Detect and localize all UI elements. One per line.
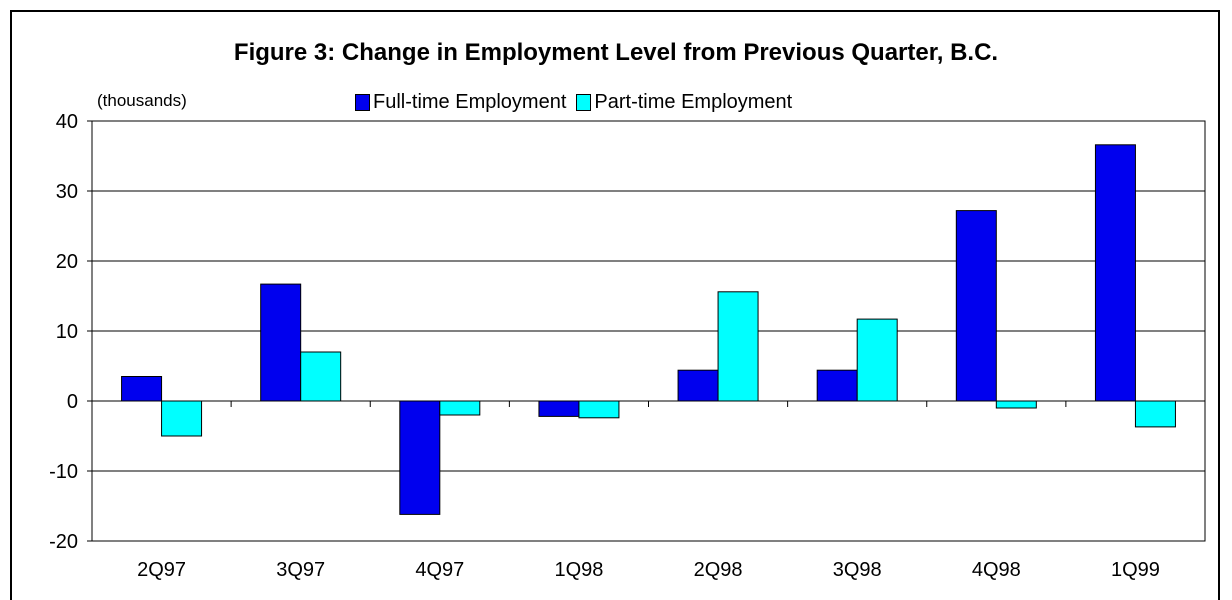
y-axis-unit-label: (thousands) bbox=[97, 91, 187, 110]
x-tick-label: 1Q99 bbox=[1111, 559, 1160, 581]
bar-part-time bbox=[300, 351, 342, 402]
y-tick-label: 10 bbox=[56, 321, 78, 343]
bar-full-time bbox=[260, 283, 302, 402]
x-tick-label: 3Q98 bbox=[833, 559, 882, 581]
bar-full-time bbox=[399, 400, 441, 515]
legend-swatch-part-time bbox=[576, 94, 592, 111]
legend-item-full-time: Full-time Employment bbox=[355, 91, 566, 114]
legend-label-part-time: Part-time Employment bbox=[594, 91, 793, 113]
bar-part-time bbox=[161, 400, 203, 437]
bar-full-time bbox=[816, 369, 858, 402]
chart-frame bbox=[10, 10, 1220, 600]
x-tick-label: 4Q97 bbox=[415, 559, 464, 581]
bar-part-time bbox=[856, 318, 898, 402]
bar-full-time bbox=[955, 210, 997, 402]
legend-swatch-full-time bbox=[355, 94, 370, 111]
bar-part-time bbox=[1134, 400, 1176, 428]
y-tick-label: -20 bbox=[49, 531, 78, 553]
legend-label-full-time: Full-time Employment bbox=[373, 91, 567, 113]
x-tick-label: 1Q98 bbox=[554, 559, 603, 581]
bar-full-time bbox=[538, 400, 580, 417]
bar-full-time bbox=[677, 369, 719, 402]
bar-full-time bbox=[1094, 144, 1136, 402]
x-tick-label: 3Q97 bbox=[276, 559, 325, 581]
y-tick-label: 20 bbox=[56, 251, 78, 273]
bar-full-time bbox=[121, 376, 163, 402]
bar-part-time bbox=[439, 400, 481, 416]
y-tick-label: 0 bbox=[67, 391, 78, 413]
chart-title: Figure 3: Change in Employment Level fro… bbox=[233, 39, 999, 66]
bar-part-time bbox=[995, 400, 1037, 409]
y-tick-label: 30 bbox=[56, 181, 78, 203]
legend-item-part-time: Part-time Employment bbox=[576, 91, 792, 114]
bar-part-time bbox=[578, 400, 620, 419]
x-tick-label: 2Q97 bbox=[137, 559, 186, 581]
y-tick-label: -10 bbox=[49, 461, 78, 483]
y-tick-label: 40 bbox=[56, 111, 78, 133]
plot-area bbox=[91, 120, 1206, 542]
x-tick-label: 2Q98 bbox=[694, 559, 743, 581]
bar-part-time bbox=[717, 291, 759, 402]
legend: Full-time Employment Part-time Employmen… bbox=[355, 91, 802, 114]
x-tick-label: 4Q98 bbox=[972, 559, 1021, 581]
